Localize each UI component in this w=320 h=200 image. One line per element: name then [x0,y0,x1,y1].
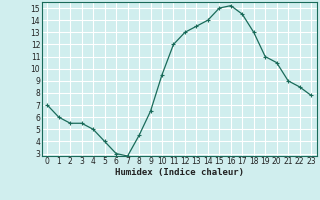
X-axis label: Humidex (Indice chaleur): Humidex (Indice chaleur) [115,168,244,177]
